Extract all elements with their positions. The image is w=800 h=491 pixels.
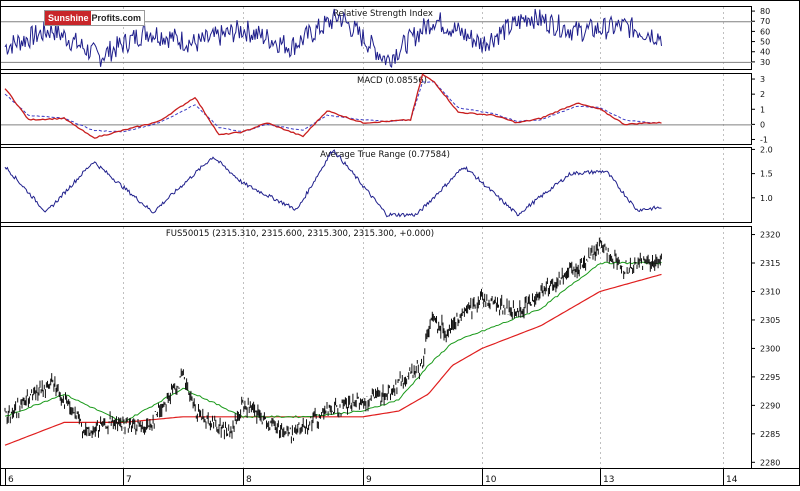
macd-tick-label: 3 — [760, 75, 765, 84]
macd-line — [4, 73, 662, 139]
price-tick-label: 2320 — [760, 231, 780, 240]
price-fast-ma-line — [4, 261, 662, 423]
x-axis-day-label: 14 — [726, 475, 738, 485]
rsi-tick-label: 70 — [760, 17, 770, 26]
rsi-tick-label: 30 — [760, 58, 770, 67]
x-axis-day-label: 13 — [603, 475, 614, 485]
atr-title: Average True Range (0.77584) — [320, 150, 450, 160]
sunshine-profits-logo: Sunshine Profits.com — [44, 10, 146, 26]
atr-tick-label: 2.0 — [760, 145, 773, 154]
rsi-tick-label: 40 — [760, 48, 770, 57]
macd-tick-label: -1 — [760, 135, 768, 144]
logo-part2: Profits.com — [91, 13, 142, 23]
price-tick-label: 2280 — [760, 458, 780, 467]
rsi-tick-label: 50 — [760, 38, 770, 47]
price-tick-label: 2285 — [760, 430, 780, 439]
macd-signal-line — [4, 81, 662, 133]
price-tick-label: 2315 — [760, 259, 780, 268]
price-title: FUS50015 (2315.310, 2315.600, 2315.300, … — [166, 229, 434, 239]
macd-tick-label: 0 — [760, 120, 765, 129]
logo-part1: Sunshine — [45, 11, 91, 25]
x-axis-day-label: 10 — [485, 475, 497, 485]
macd-tick-label: 1 — [760, 105, 765, 114]
rsi-tick-label: 60 — [760, 27, 770, 36]
price-tick-label: 2310 — [760, 287, 780, 296]
rsi-line — [4, 8, 662, 69]
rsi-tick-label: 80 — [760, 7, 770, 16]
atr-tick-label: 1.0 — [760, 194, 773, 203]
rsi-title: Relative Strength Index — [333, 9, 433, 19]
x-axis-day-label: 7 — [126, 475, 132, 485]
price-tick-label: 2290 — [760, 401, 780, 410]
x-axis-day-label: 9 — [366, 475, 372, 485]
macd-panel-frame — [0, 73, 752, 145]
price-bars — [4, 237, 662, 444]
x-axis-day-label: 6 — [8, 475, 14, 485]
price-tick-label: 2305 — [760, 316, 780, 325]
atr-panel-frame — [0, 147, 752, 223]
x-axis-day-label: 8 — [246, 475, 252, 485]
atr-line — [4, 149, 662, 218]
macd-tick-label: 2 — [760, 90, 765, 99]
macd-title: MACD (0.08556) — [357, 76, 427, 86]
price-tick-label: 2300 — [760, 344, 780, 353]
price-tick-label: 2295 — [760, 373, 780, 382]
atr-tick-label: 1.5 — [760, 170, 773, 179]
rsi-panel-frame — [0, 6, 752, 70]
